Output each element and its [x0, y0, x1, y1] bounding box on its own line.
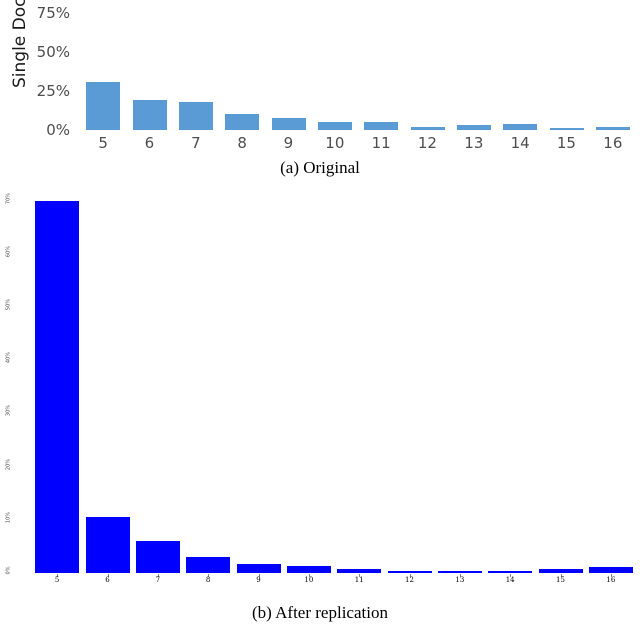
bar-12	[410, 126, 445, 130]
bar-8	[225, 114, 260, 130]
x-tick-mark	[560, 574, 562, 577]
y-tick-label-75%: 75%	[36, 4, 70, 22]
plot-area-original	[80, 0, 636, 130]
bar-11	[364, 122, 399, 130]
bar-10	[317, 122, 352, 130]
x-tick-mark	[610, 574, 612, 577]
x-tick-mark	[308, 574, 310, 577]
bar-13	[437, 570, 482, 573]
bar-11	[337, 568, 382, 573]
y-tick-label-25%: 25%	[36, 82, 70, 100]
y-tick-label-70%: 70%	[5, 192, 12, 204]
x-tick-label-6: 6	[144, 134, 155, 152]
x-tick-label-10: 10	[325, 134, 345, 152]
bar-12	[387, 570, 432, 573]
y-tick-label-40%: 40%	[5, 352, 12, 364]
y-tick-label-0%: 0%	[5, 566, 12, 575]
caption-b: (b) After replication	[252, 603, 388, 622]
y-tick-label-60%: 60%	[5, 245, 12, 257]
x-tick-label-16: 16	[603, 134, 623, 152]
x-tick-label-7: 7	[155, 576, 161, 584]
x-tick-label-14: 14	[510, 134, 530, 152]
bar-6	[132, 100, 167, 130]
x-tick-label-11: 11	[371, 134, 391, 152]
x-tick-label-9: 9	[283, 134, 294, 152]
y-axis-tick-labels-original: 0% 25% 50% 75%	[18, 0, 70, 139]
x-tick-label-7: 7	[191, 134, 201, 152]
x-tick-label-14: 14	[505, 576, 515, 584]
bar-5	[35, 200, 80, 573]
x-tick-mark	[57, 574, 59, 577]
bar-15	[538, 568, 583, 573]
bar-10	[286, 566, 331, 573]
y-tick-label-50%: 50%	[36, 43, 70, 61]
bar-7	[178, 101, 213, 130]
x-tick-label-15: 15	[555, 576, 565, 584]
x-tick-label-13: 13	[464, 134, 484, 152]
y-tick-label-10%: 10%	[5, 511, 12, 523]
x-tick-mark	[459, 574, 461, 577]
bar-16	[595, 126, 630, 130]
bar-6	[85, 517, 130, 573]
x-tick-label-11: 11	[354, 576, 364, 584]
x-tick-label-16: 16	[606, 576, 616, 584]
x-tick-label-12: 12	[404, 576, 414, 584]
plot-area-replication	[32, 195, 636, 577]
bar-9	[236, 564, 281, 573]
x-tick-mark	[258, 574, 260, 577]
bar-15	[549, 128, 584, 130]
x-axis-tick-labels-replication: 5 6 7 8 9 10 11 12 13 14 15 16	[32, 576, 636, 588]
x-tick-label-13: 13	[455, 576, 465, 584]
x-tick-mark	[157, 574, 159, 577]
bar-5	[86, 81, 121, 130]
x-tick-mark	[510, 574, 512, 577]
x-tick-label-8: 8	[205, 576, 211, 584]
y-axis-tick-labels-replication: 0% 10% 20% 30% 40% 50% 60% 70%	[2, 193, 16, 575]
bar-9	[271, 117, 306, 130]
x-tick-label-12: 12	[417, 134, 437, 152]
x-axis-tick-labels-original: 5 6 7 8 9 10 11 12 13 14 15 16	[80, 134, 636, 154]
x-tick-mark	[359, 574, 361, 577]
y-tick-label-30%: 30%	[5, 405, 12, 417]
x-tick-label-6: 6	[105, 576, 110, 584]
bar-16	[588, 566, 633, 573]
x-tick-mark	[107, 574, 109, 577]
caption-a: (a) Original	[280, 158, 360, 177]
x-tick-label-15: 15	[556, 134, 576, 152]
x-tick-mark	[409, 574, 411, 577]
x-tick-label-5: 5	[54, 576, 60, 584]
bar-14	[488, 570, 533, 573]
x-tick-label-10: 10	[304, 576, 314, 584]
bar-7	[135, 541, 180, 573]
bar-8	[186, 557, 231, 573]
y-tick-label-20%: 20%	[5, 458, 12, 470]
x-tick-label-9: 9	[256, 576, 261, 584]
x-tick-label-5: 5	[98, 134, 108, 152]
x-tick-label-8: 8	[237, 134, 247, 152]
x-tick-mark	[208, 574, 210, 577]
bar-13	[456, 125, 491, 130]
bar-14	[503, 123, 538, 130]
y-tick-label-50%: 50%	[5, 298, 12, 311]
y-tick-label-0%: 0%	[46, 121, 70, 139]
